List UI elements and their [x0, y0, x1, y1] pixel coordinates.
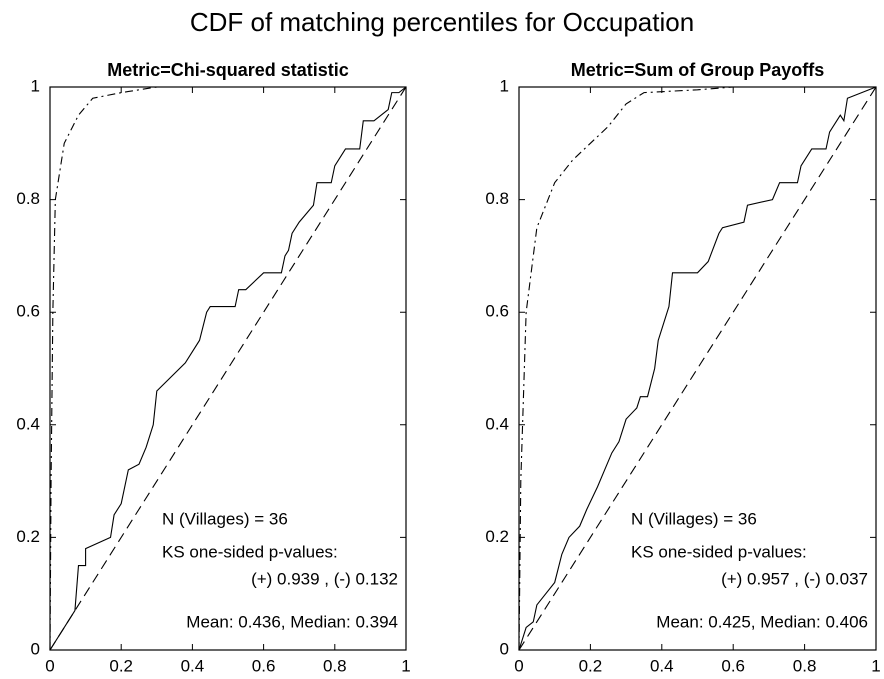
cdf-line [49, 86, 406, 651]
x-tick-label: 1 [871, 656, 880, 675]
y-tick-label: 0.2 [16, 527, 40, 546]
x-tick-label: 0.8 [323, 656, 347, 675]
annotation: (+) 0.957 , (-) 0.037 [721, 569, 868, 588]
x-tick-label: 0.6 [252, 656, 276, 675]
y-tick-label: 0.8 [485, 189, 509, 208]
plot-area [518, 86, 877, 651]
x-tick-label: 0 [45, 656, 54, 675]
annotation: N (Villages) = 36 [162, 509, 288, 528]
y-tick-label: 0.4 [485, 414, 509, 433]
x-tick-label: 0 [514, 656, 523, 675]
x-tick-label: 0.8 [793, 656, 817, 675]
annotation: (+) 0.939 , (-) 0.132 [251, 569, 398, 588]
x-tick-label: 0.2 [579, 656, 603, 675]
x-tick-label: 0.6 [721, 656, 745, 675]
x-tick-label: 0.4 [650, 656, 674, 675]
figure-title: CDF of matching percentiles for Occupati… [190, 7, 694, 37]
y-tick-label: 0.4 [16, 414, 40, 433]
y-tick-label: 0.2 [485, 527, 509, 546]
y-tick-label: 1 [31, 76, 40, 95]
annotation: Mean: 0.436, Median: 0.394 [186, 612, 398, 631]
x-tick-label: 0.2 [109, 656, 133, 675]
y-tick-label: 1 [500, 76, 509, 95]
subplot-title: Metric=Chi-squared statistic [107, 60, 349, 80]
annotation: N (Villages) = 36 [631, 509, 757, 528]
y-tick-label: 0 [31, 639, 40, 658]
y-tick-label: 0.8 [16, 189, 40, 208]
cdf-line [518, 86, 877, 651]
annotation: KS one-sided p-values: [631, 542, 807, 561]
cdf-line [518, 86, 876, 651]
y-tick-label: 0.6 [485, 302, 509, 321]
subplot-title: Metric=Sum of Group Payoffs [571, 60, 825, 80]
annotation: Mean: 0.425, Median: 0.406 [656, 612, 868, 631]
annotation: KS one-sided p-values: [162, 542, 338, 561]
y-tick-label: 0 [500, 639, 509, 658]
x-tick-label: 1 [401, 656, 410, 675]
plot-area [49, 86, 407, 651]
x-tick-label: 0.4 [181, 656, 205, 675]
y-tick-label: 0.6 [16, 302, 40, 321]
cdf-line [49, 86, 407, 651]
